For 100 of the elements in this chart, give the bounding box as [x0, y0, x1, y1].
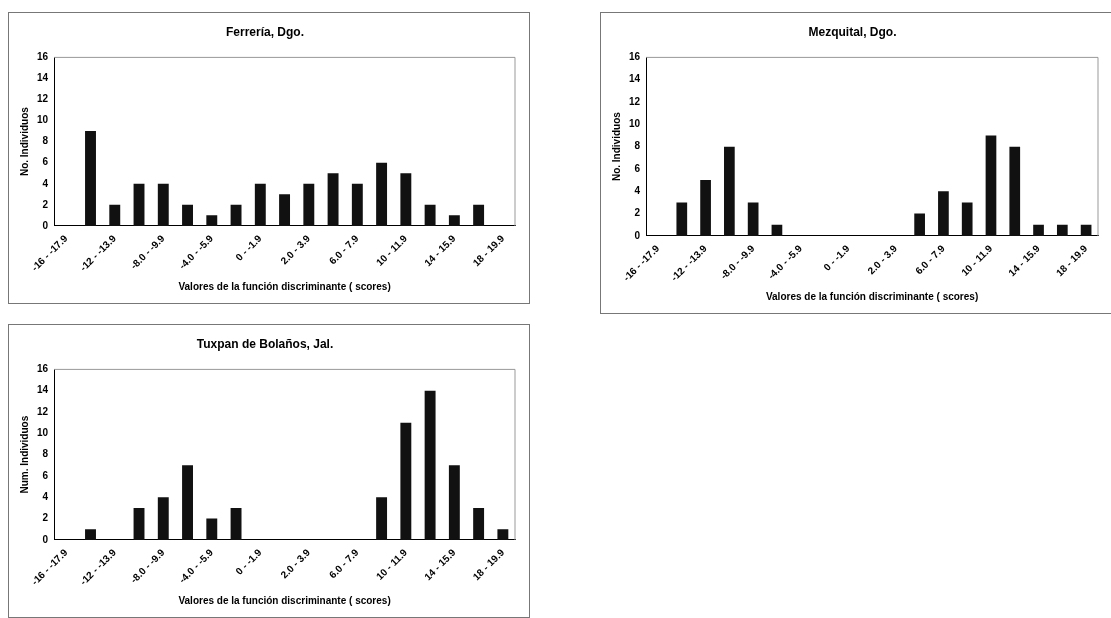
y-axis-title: Num. Individuos [18, 415, 30, 494]
bar [1033, 224, 1044, 236]
bar [376, 497, 388, 540]
bar [303, 183, 315, 226]
bar [747, 202, 759, 236]
chart-title: Mezquital, Dgo. [808, 24, 897, 39]
y-tick-label: 6 [634, 162, 641, 174]
x-tick-label: -8.0 - -9.9 [128, 546, 167, 586]
bar [351, 183, 363, 226]
x-tick-label: 0 - -1.9 [821, 242, 852, 273]
x-tick-label: 6.0 - 7.9 [326, 546, 361, 581]
x-tick-label: 0 - -1.9 [233, 546, 264, 577]
y-tick-label: 2 [42, 512, 49, 524]
bar [473, 204, 485, 226]
chart-title: Ferrería, Dgo. [225, 24, 305, 39]
y-tick-label: 4 [42, 177, 49, 189]
y-tick-label: 10 [37, 114, 49, 126]
bar [327, 173, 339, 226]
bar [700, 180, 711, 236]
bar [85, 529, 96, 540]
x-axis-title: Valores de la función discriminante ( scores) [178, 280, 391, 292]
bar [985, 135, 997, 236]
y-tick-label: 0 [42, 219, 49, 231]
y-tick-label: 6 [42, 156, 49, 168]
bar [448, 465, 460, 540]
bar [206, 518, 218, 540]
chart-title: Tuxpan de Bolaños, Jal. [196, 336, 334, 351]
y-tick-label: 14 [37, 384, 49, 396]
x-tick-label: 18 - 19.9 [470, 232, 507, 269]
bar [914, 213, 925, 236]
bar [230, 204, 242, 226]
x-tick-label: 18 - 19.9 [1053, 242, 1090, 279]
y-tick-label: 16 [629, 51, 641, 63]
x-tick-label: 10 - 11.9 [373, 546, 410, 583]
y-tick-label: 0 [42, 533, 49, 545]
bar [279, 194, 291, 226]
y-tick-label: 6 [42, 469, 49, 481]
bar [182, 465, 193, 540]
x-tick-label: 10 - 11.9 [373, 232, 410, 269]
x-tick-label: 2.0 - 3.9 [278, 232, 313, 267]
y-tick-label: 12 [37, 93, 49, 105]
y-tick-label: 8 [634, 140, 641, 152]
x-axis-title: Valores de la función discriminante ( scores) [765, 290, 979, 302]
x-tick-label: 14 - 15.9 [1006, 242, 1043, 279]
y-axis-title: No. Individuos [18, 106, 30, 177]
bar [400, 422, 412, 540]
x-tick-label: 18 - 19.9 [470, 546, 507, 583]
x-tick-label: -8.0 - -9.9 [718, 242, 757, 282]
x-tick-label: -4.0 - -5.9 [176, 546, 216, 586]
y-tick-label: 16 [37, 51, 49, 63]
bar [424, 390, 436, 540]
bar [85, 131, 96, 226]
bar [497, 529, 509, 540]
bar [1080, 224, 1092, 236]
x-tick-label: -4.0 - -5.9 [765, 242, 805, 282]
y-tick-label: 0 [634, 229, 641, 241]
y-tick-label: 4 [42, 491, 49, 503]
y-tick-label: 10 [37, 427, 49, 439]
y-tick-label: 14 [37, 72, 49, 84]
y-tick-label: 8 [42, 448, 49, 460]
bar [1056, 224, 1068, 236]
bar [157, 497, 169, 540]
x-tick-label: 6.0 - 7.9 [326, 232, 361, 267]
y-tick-label: 14 [629, 73, 641, 85]
bar [157, 183, 169, 226]
x-tick-label: 10 - 11.9 [959, 242, 995, 279]
bar [1009, 146, 1021, 236]
y-tick-label: 2 [634, 207, 641, 219]
bar [771, 224, 783, 236]
y-tick-label: 12 [629, 95, 641, 107]
x-tick-label: 0 - -1.9 [233, 232, 264, 263]
bar [473, 507, 485, 540]
y-tick-label: 16 [37, 363, 49, 375]
bar [230, 507, 242, 540]
x-tick-label: -8.0 - -9.9 [128, 232, 167, 272]
x-tick-label: -4.0 - -5.9 [176, 232, 216, 272]
bar [133, 183, 145, 226]
x-tick-label: 2.0 - 3.9 [278, 546, 313, 581]
y-tick-label: 12 [37, 405, 49, 417]
y-tick-label: 10 [629, 118, 641, 130]
x-tick-label: 6.0 - 7.9 [913, 242, 948, 277]
bar [938, 191, 949, 236]
bar [724, 146, 735, 236]
bar [961, 202, 973, 236]
bar [182, 204, 193, 226]
bar [424, 204, 436, 226]
x-tick-label: 14 - 15.9 [422, 232, 459, 269]
bar [400, 173, 412, 226]
x-tick-label: 14 - 15.9 [422, 546, 459, 583]
bar [376, 162, 388, 226]
y-tick-label: 8 [42, 135, 49, 147]
bar [676, 202, 688, 236]
bar [109, 204, 121, 226]
y-tick-label: 4 [634, 185, 641, 197]
x-axis-title: Valores de la función discriminante ( scores) [178, 594, 391, 606]
bar [448, 215, 460, 226]
bar [133, 507, 145, 540]
x-tick-label: 2.0 - 3.9 [865, 242, 900, 277]
y-axis-title: No. Individuos [610, 111, 622, 182]
bar [254, 183, 266, 226]
